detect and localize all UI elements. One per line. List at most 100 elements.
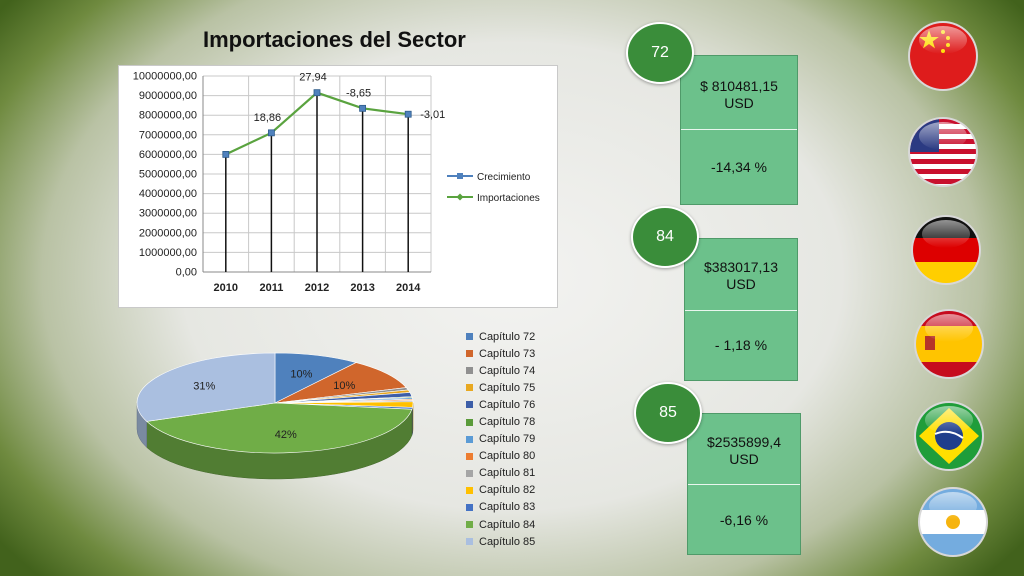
y-tick-label: 6000000,00 xyxy=(139,149,197,161)
y-tick-label: 8000000,00 xyxy=(139,110,197,122)
pie-data-label: 42% xyxy=(275,429,297,441)
legend-item: Capítulo 82 xyxy=(466,482,535,499)
legend-label: Capítulo 84 xyxy=(479,518,536,531)
legend-item: Capítulo 85 xyxy=(466,533,535,550)
page-title: Importaciones del Sector xyxy=(203,27,466,52)
y-tick-label: 4000000,00 xyxy=(139,188,197,200)
data-label: 27,94 xyxy=(299,72,327,84)
series-point-crecimiento xyxy=(359,104,367,112)
pie-slice xyxy=(274,352,357,404)
card-capitulo-72: $ 810481,15 USD -14,34 % xyxy=(680,55,798,205)
pie-slice xyxy=(274,362,407,404)
argentina-flag-icon xyxy=(918,487,988,557)
badge-85: 85 xyxy=(634,382,702,444)
legend-item: Capítulo 76 xyxy=(466,396,535,413)
pie-chart-area: 10% 10% 42% 31% xyxy=(120,330,430,480)
y-tick-label: 2000000,00 xyxy=(139,227,197,239)
data-label: -8,65 xyxy=(346,87,371,99)
legend-item: Capítulo 83 xyxy=(466,499,535,516)
legend-swatch xyxy=(466,521,473,529)
series-point-crecimiento xyxy=(404,110,412,118)
card-capitulo-85: $2535899,4 USD -6,16 % xyxy=(687,413,801,555)
pie-slice xyxy=(146,402,413,454)
y-tick-label: 10000000,00 xyxy=(133,71,197,83)
legend-label: Capítulo 76 xyxy=(479,398,536,411)
legend-swatch xyxy=(466,367,473,375)
legend-label: Capítulo 74 xyxy=(479,364,536,377)
y-tick-label: 7000000,00 xyxy=(139,129,197,141)
legend-swatch xyxy=(466,469,473,477)
legend-item: Capítulo 79 xyxy=(466,431,535,448)
y-tick-label: 1000000,00 xyxy=(139,247,197,259)
line-chart-panel: 0,00 1000000,00 2000000,00 3000000,00 400000… xyxy=(118,65,558,308)
card-amount: $ 810481,15 USD xyxy=(700,78,778,111)
legend-item: Capítulo 80 xyxy=(466,448,535,465)
x-tick-label: 2011 xyxy=(259,282,283,294)
legend-label: Capítulo 73 xyxy=(479,347,536,360)
spain-flag-icon xyxy=(914,309,984,379)
brazil-flag-icon xyxy=(914,401,984,471)
card-divider xyxy=(685,310,797,311)
legend-item: Capítulo 84 xyxy=(466,516,535,533)
legend-swatch xyxy=(466,538,473,546)
legend-label: Capítulo 81 xyxy=(479,467,536,480)
card-divider xyxy=(688,484,800,485)
card-percent: -14,34 % xyxy=(710,159,768,175)
card-amount: $2535899,4 USD xyxy=(707,434,781,467)
legend-label: Capítulo 78 xyxy=(479,416,536,429)
card-percent: - 1,18 % xyxy=(714,337,768,353)
badge-72: 72 xyxy=(626,22,694,84)
legend-item: Capítulo 78 xyxy=(466,413,535,430)
series-point-crecimiento xyxy=(313,89,321,97)
card-divider xyxy=(681,129,797,130)
legend-label: Importaciones xyxy=(477,193,540,204)
legend-item: Capítulo 75 xyxy=(466,379,535,396)
legend-swatch xyxy=(466,333,473,341)
legend-swatch xyxy=(466,452,473,460)
legend-item: Capítulo 74 xyxy=(466,362,535,379)
badge-84: 84 xyxy=(631,206,699,268)
legend-label: Capítulo 72 xyxy=(479,330,536,343)
line-chart: 0,00 1000000,00 2000000,00 3000000,00 400000… xyxy=(133,71,540,295)
series-point-crecimiento xyxy=(222,151,230,158)
legend-marker xyxy=(457,173,463,179)
pie-slice xyxy=(136,352,276,422)
usa-flag-icon xyxy=(908,117,978,187)
legend-swatch xyxy=(466,401,473,409)
x-tick-label: 2012 xyxy=(305,282,329,294)
legend-label: Capítulo 82 xyxy=(479,484,536,497)
china-flag-icon xyxy=(908,21,978,91)
pie-legend: Capítulo 72 Capítulo 73 Capítulo 74 Capítul… xyxy=(466,328,535,550)
data-label: 18,86 xyxy=(254,112,282,124)
legend-swatch xyxy=(466,350,473,358)
card-amount: $383017,13 USD xyxy=(704,259,778,292)
legend-swatch xyxy=(466,418,473,426)
x-tick-label: 2014 xyxy=(396,282,421,294)
pie-data-label: 10% xyxy=(290,369,312,381)
y-tick-label: 0,00 xyxy=(176,267,197,279)
legend-swatch xyxy=(466,435,473,443)
pie-data-label: 31% xyxy=(193,381,215,393)
data-label: -3,01 xyxy=(420,109,445,121)
legend-item: Capítulo 72 xyxy=(466,328,535,345)
germany-flag-icon xyxy=(911,215,981,285)
y-tick-label: 5000000,00 xyxy=(139,169,197,181)
legend-swatch xyxy=(466,486,473,494)
legend-swatch xyxy=(466,384,473,392)
pie-data-label: 10% xyxy=(333,380,355,392)
legend-label: Capítulo 79 xyxy=(479,433,536,446)
legend-label: Capítulo 75 xyxy=(479,381,536,394)
card-percent: -6,16 % xyxy=(719,512,769,528)
y-tick-label: 9000000,00 xyxy=(139,90,197,102)
x-tick-label: 2013 xyxy=(350,282,374,294)
legend-label: Capítulo 80 xyxy=(479,450,536,463)
legend-label: Crecimiento xyxy=(477,172,531,183)
legend-item: Capítulo 81 xyxy=(466,465,535,482)
y-tick-label: 3000000,00 xyxy=(139,208,197,220)
legend-label: Capítulo 85 xyxy=(479,535,536,548)
card-capitulo-84: $383017,13 USD - 1,18 % xyxy=(684,238,798,381)
legend-item: Capítulo 73 xyxy=(466,345,535,362)
legend-label: Capítulo 83 xyxy=(479,501,536,514)
x-tick-label: 2010 xyxy=(214,282,238,294)
series-point-crecimiento xyxy=(267,129,275,137)
